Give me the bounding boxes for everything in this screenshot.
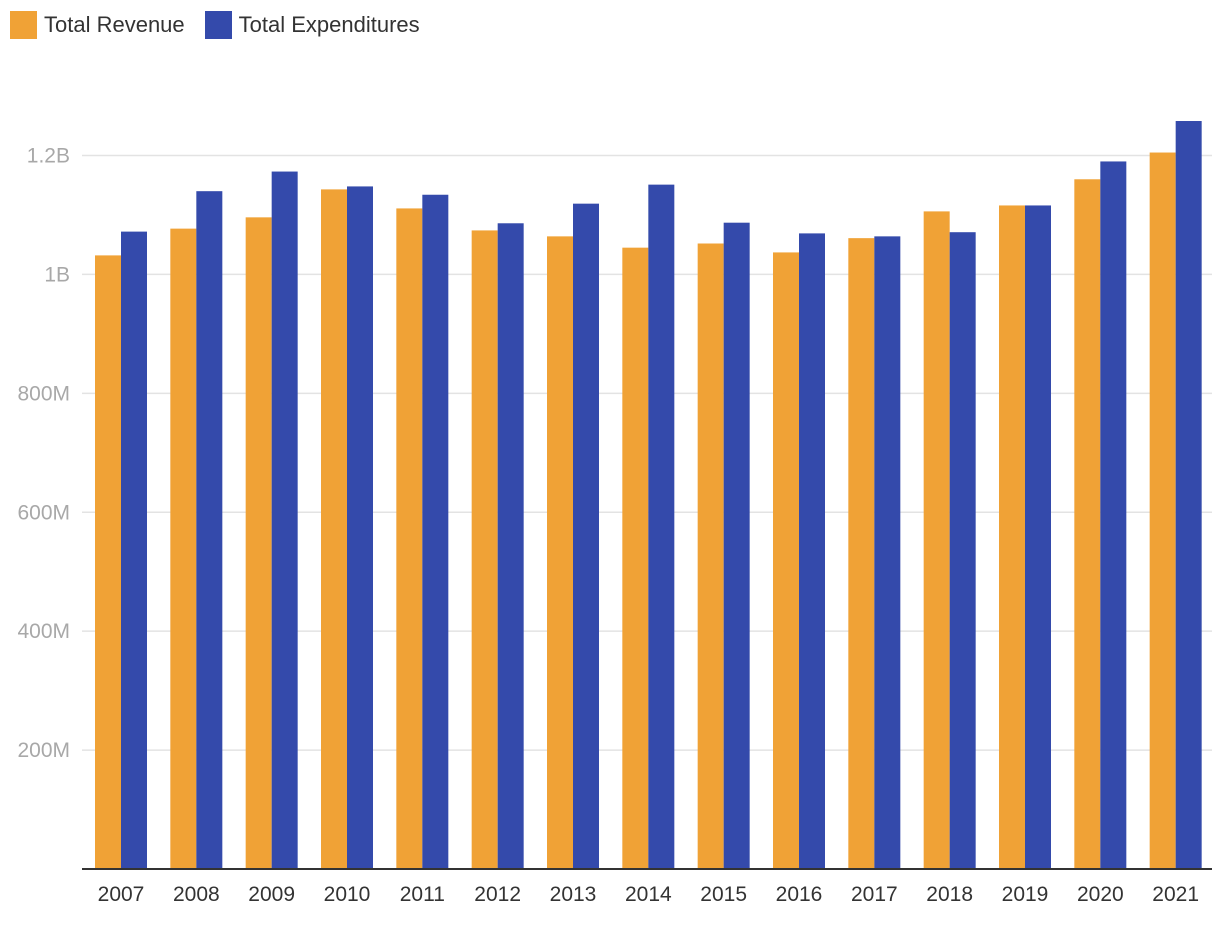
legend-swatch-revenue [10,11,37,39]
legend-item-total-revenue[interactable]: Total Revenue [10,11,185,39]
revenue-bar-2016[interactable] [773,252,799,870]
expenditures-bar-2017[interactable] [874,236,901,870]
x-tick-label-2007: 2007 [98,883,145,906]
x-tick-label-2008: 2008 [173,883,220,906]
legend-swatch-expenditures [204,11,232,39]
y-tick-label: 1B [44,263,70,286]
expenditures-bar-2011[interactable] [422,194,449,870]
x-tick-label-2013: 2013 [550,883,597,906]
x-tick-label-2021: 2021 [1152,883,1199,906]
bars [95,121,1202,870]
expenditures-bar-2019[interactable] [1025,205,1051,869]
expenditures-bar-2014[interactable] [648,184,675,869]
revenue-bar-2007[interactable] [95,255,121,869]
expenditures-bar-2008[interactable] [196,191,223,869]
expenditures-bar-2018[interactable] [949,232,976,869]
expenditures-bar-2007[interactable] [121,231,147,870]
revenue-bar-2010[interactable] [321,189,347,869]
revenue-bar-2020[interactable] [1074,179,1101,869]
y-tick-label: 1.2B [27,145,70,168]
expenditures-bar-2021[interactable] [1175,121,1202,869]
revenue-bar-2021[interactable] [1149,152,1176,869]
legend-label-expenditures: Total Expenditures [238,12,420,37]
x-tick-label-2012: 2012 [474,883,521,906]
x-tick-label-2010: 2010 [324,883,371,906]
revenue-bar-2013[interactable] [547,236,573,870]
x-tick-label-2017: 2017 [851,883,898,906]
revenue-bar-2018[interactable] [923,211,950,869]
revenue-bar-2019[interactable] [999,205,1025,869]
x-tick-label-2009: 2009 [248,883,295,906]
y-tick-label: 800M [17,382,70,405]
revenue-bar-2012[interactable] [471,230,498,870]
revenue-bar-2014[interactable] [622,247,649,869]
revenue-bar-2015[interactable] [697,243,724,870]
expenditures-bar-2016[interactable] [799,233,825,869]
x-tick-label-2020: 2020 [1077,883,1124,906]
x-tick-label-2018: 2018 [926,883,973,906]
expenditures-bar-2010[interactable] [347,186,373,870]
tick-labels: 200M 400M 600M 800M 1B 1.2B 2007 2008 2009 2010 20… [17,145,1199,907]
legend-item-total-expenditures[interactable]: Total Expenditures [204,11,420,39]
x-tick-label-2015: 2015 [700,883,747,906]
revenue-bar-2017[interactable] [848,238,875,869]
x-tick-label-2016: 2016 [776,883,823,906]
y-tick-label: 400M [17,620,70,643]
expenditures-bar-2020[interactable] [1100,161,1127,869]
y-tick-label: 200M [17,739,70,762]
expenditures-bar-2013[interactable] [573,203,599,869]
revenue-bar-2009[interactable] [245,217,272,870]
revenue-bar-2011[interactable] [396,208,423,870]
revenue-bar-2008[interactable] [170,228,197,869]
expenditures-bar-2015[interactable] [723,222,750,869]
expenditures-bar-2012[interactable] [497,223,524,869]
x-tick-label-2019: 2019 [1002,883,1049,906]
y-tick-label: 600M [17,501,70,524]
chart-legend: Total Revenue Total Expenditures [10,11,420,39]
legend-label-revenue: Total Revenue [44,12,185,37]
x-tick-label-2014: 2014 [625,883,672,906]
x-tick-label-2011: 2011 [400,883,445,906]
expenditures-bar-2009[interactable] [271,171,298,870]
